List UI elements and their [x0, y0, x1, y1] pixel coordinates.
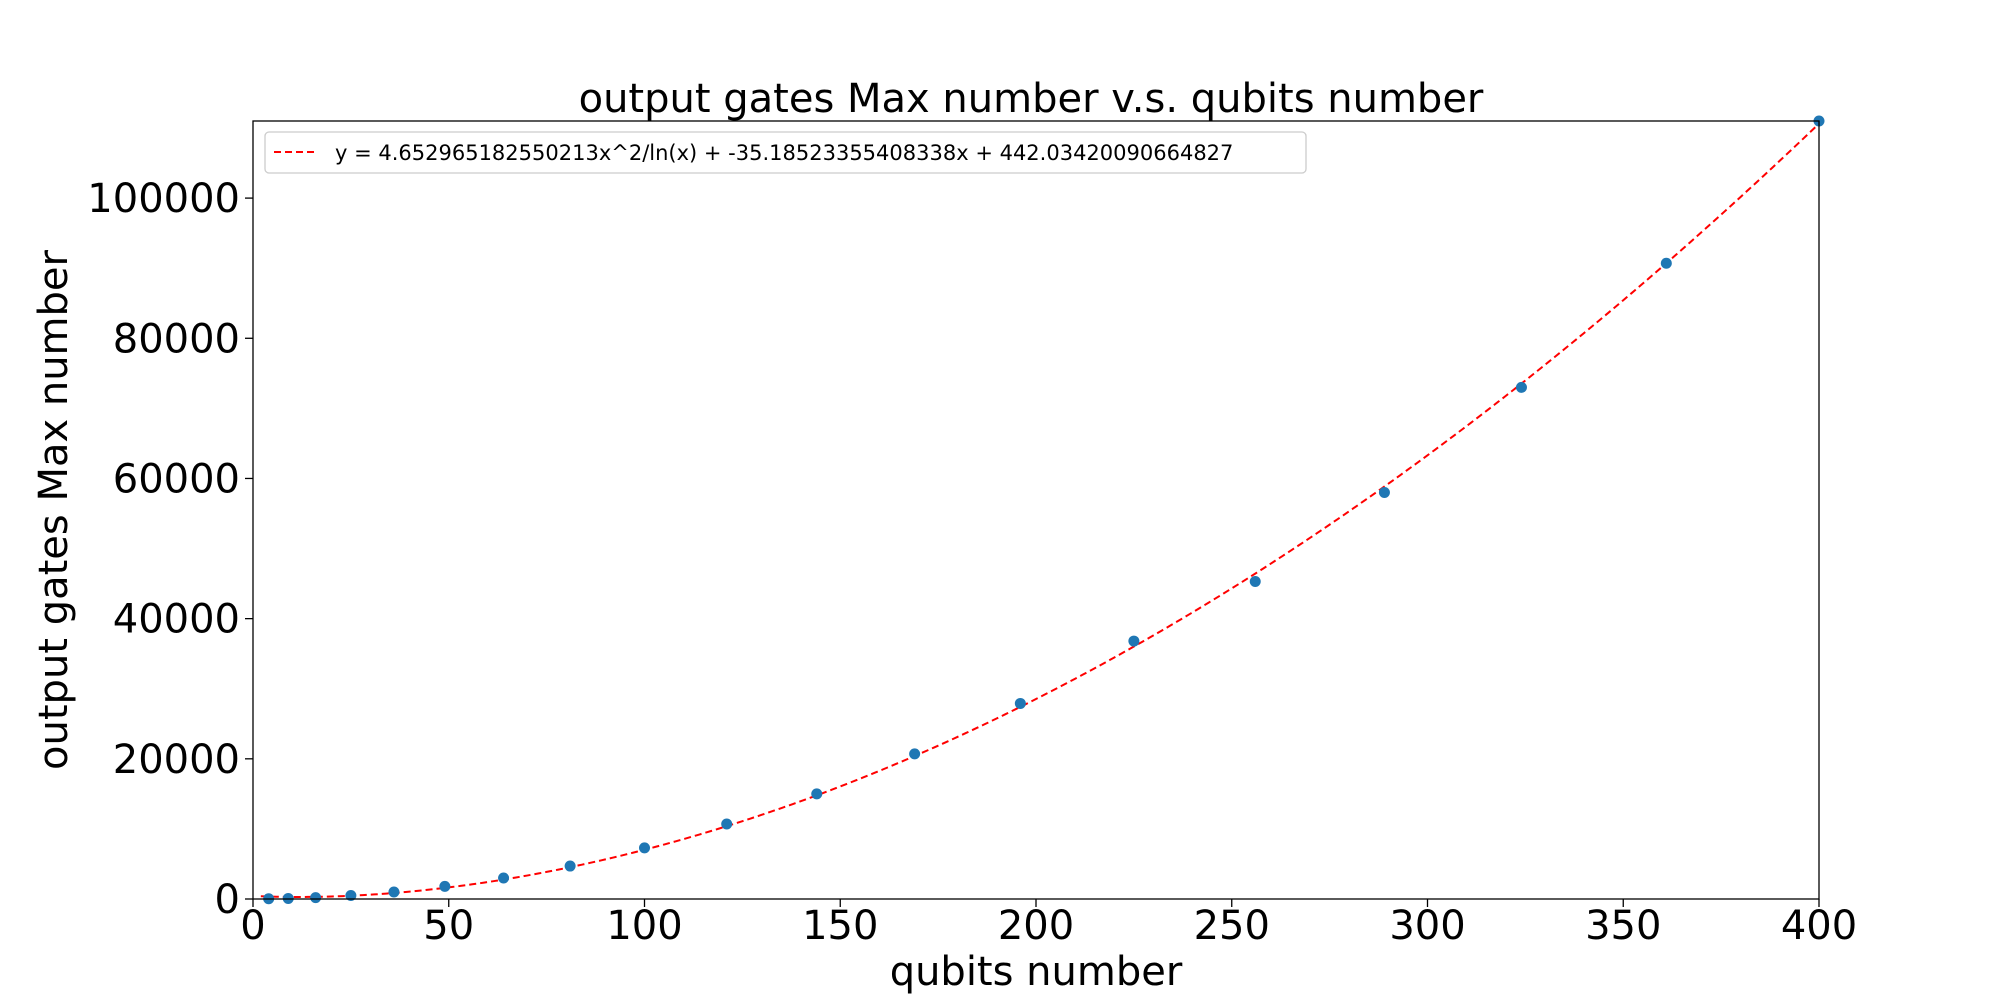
legend-box [264, 131, 1307, 174]
scatter-point [310, 892, 322, 904]
y-tick-label: 60000 [113, 456, 240, 502]
x-tick-label: 350 [1585, 903, 1661, 949]
x-tick-label: 0 [240, 903, 265, 949]
x-tick-label: 250 [1194, 903, 1270, 949]
scatter-point [811, 788, 823, 800]
x-tick-label: 50 [423, 903, 474, 949]
fit-line [260, 122, 1820, 898]
fit-line-layer [260, 122, 1820, 898]
x-axis-ticks: 0 50 100 150 200 250 300 350 400 [240, 899, 1857, 949]
legend: y = 4.652965182550213x^2/ln(x) + -35.185… [264, 131, 1307, 174]
x-tick-label: 150 [802, 903, 878, 949]
scatter-point [1660, 257, 1672, 269]
y-tick-label: 20000 [113, 737, 240, 783]
scatter-point [1378, 486, 1390, 498]
y-tick-label: 80000 [113, 316, 240, 362]
y-tick-label: 40000 [113, 597, 240, 643]
plot-area-frame [252, 120, 1820, 900]
x-tick-label: 100 [606, 903, 682, 949]
y-axis-label: output gates Max number [31, 249, 77, 769]
scatter-point [388, 886, 400, 898]
scatter-point [909, 748, 921, 760]
scatter-point [498, 872, 510, 884]
scatter-point [439, 880, 451, 892]
scatter-points-layer [263, 115, 1825, 905]
y-tick-label: 100000 [87, 176, 240, 222]
scatter-point [1249, 575, 1261, 587]
scatter-point [1515, 381, 1527, 393]
scatter-point [721, 818, 733, 830]
y-tick-label: 0 [215, 877, 240, 923]
x-tick-label: 300 [1389, 903, 1465, 949]
x-tick-label: 400 [1781, 903, 1857, 949]
scatter-point [1128, 635, 1140, 647]
legend-entry-fit: y = 4.652965182550213x^2/ln(x) + -35.185… [335, 141, 1233, 165]
x-tick-label: 200 [998, 903, 1074, 949]
scatter-point [1014, 697, 1026, 709]
y-axis-ticks: 0 20000 40000 60000 80000 100000 [87, 176, 253, 923]
scatter-point [639, 842, 650, 854]
x-axis-label: qubits number [890, 949, 1183, 995]
scatter-point [564, 860, 576, 872]
scatter-point [345, 890, 357, 901]
chart-title: output gates Max number v.s. qubits numb… [579, 76, 1484, 122]
